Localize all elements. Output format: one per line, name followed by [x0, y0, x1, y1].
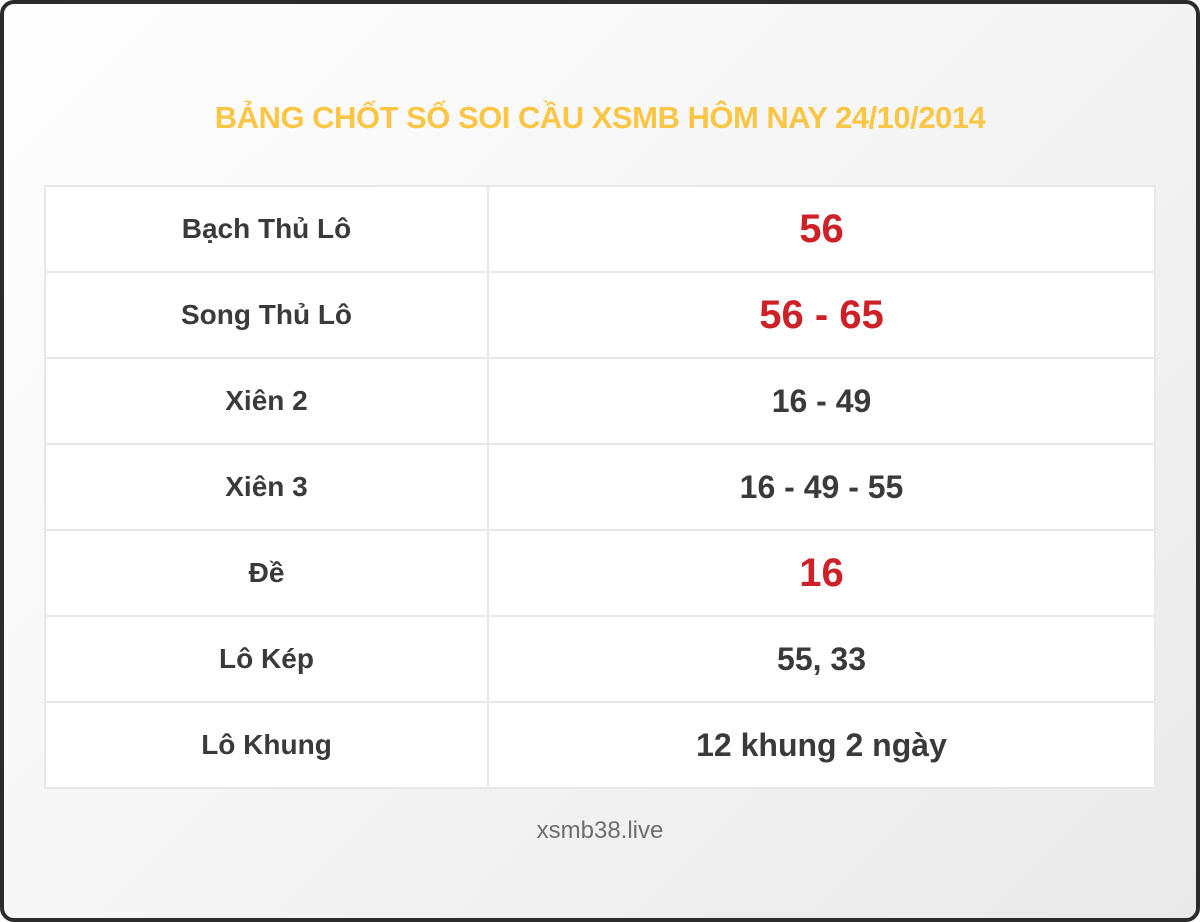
table-row: Song Thủ Lô 56 - 65 [46, 273, 1154, 357]
row-value: 16 - 49 [489, 359, 1154, 443]
row-value: 55, 33 [489, 617, 1154, 701]
row-value: 12 khung 2 ngày [489, 703, 1154, 787]
row-label: Xiên 2 [46, 359, 487, 443]
table-row: Bạch Thủ Lô 56 [46, 187, 1154, 271]
prediction-table: Bạch Thủ Lô 56 Song Thủ Lô 56 - 65 Xiên … [44, 185, 1156, 789]
row-value: 56 - 65 [489, 273, 1154, 357]
row-label: Xiên 3 [46, 445, 487, 529]
row-label: Đề [46, 531, 487, 615]
page-title: BẢNG CHỐT SỐ SOI CẦU XSMB HÔM NAY 24/10/… [214, 100, 986, 135]
table-row: Đề 16 [46, 531, 1154, 615]
row-label: Lô Khung [46, 703, 487, 787]
row-value: 56 [489, 187, 1154, 271]
row-label: Bạch Thủ Lô [46, 187, 487, 271]
row-label: Song Thủ Lô [46, 273, 487, 357]
row-value: 16 [489, 531, 1154, 615]
table-row: Xiên 3 16 - 49 - 55 [46, 445, 1154, 529]
table-row: Lô Kép 55, 33 [46, 617, 1154, 701]
row-value: 16 - 49 - 55 [489, 445, 1154, 529]
row-label: Lô Kép [46, 617, 487, 701]
site-watermark: xsmb38.live [536, 817, 664, 844]
table-row: Xiên 2 16 - 49 [46, 359, 1154, 443]
table-row: Lô Khung 12 khung 2 ngày [46, 703, 1154, 787]
